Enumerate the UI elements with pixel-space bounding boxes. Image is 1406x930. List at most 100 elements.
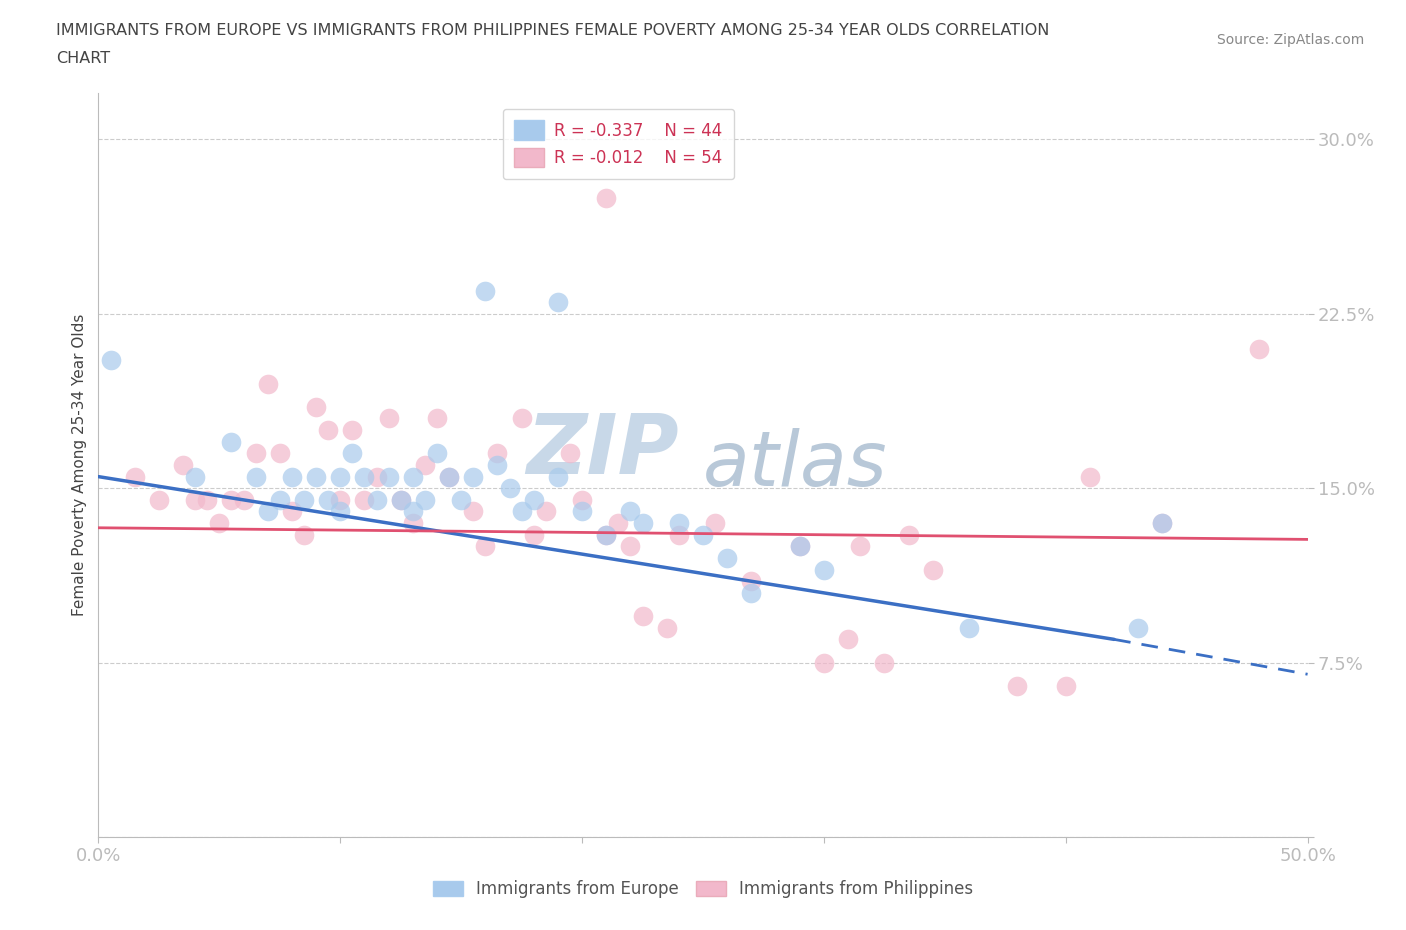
Point	[402, 469, 425, 484]
Point	[437, 469, 460, 484]
Point	[292, 493, 315, 508]
Point	[366, 493, 388, 508]
Point	[316, 493, 339, 508]
Text: CHART: CHART	[56, 51, 110, 66]
Point	[1054, 679, 1077, 694]
Point	[1152, 515, 1174, 530]
Point	[897, 527, 920, 542]
Point	[619, 539, 641, 554]
Point	[486, 458, 509, 472]
Point	[1249, 341, 1271, 356]
Text: ZIP: ZIP	[526, 409, 679, 491]
Point	[389, 493, 412, 508]
Point	[740, 574, 762, 589]
Point	[426, 411, 449, 426]
Point	[245, 445, 267, 460]
Point	[571, 504, 593, 519]
Point	[377, 411, 399, 426]
Text: Source: ZipAtlas.com: Source: ZipAtlas.com	[1216, 33, 1364, 46]
Point	[269, 493, 291, 508]
Point	[1078, 469, 1101, 484]
Point	[377, 469, 399, 484]
Point	[124, 469, 146, 484]
Point	[329, 493, 352, 508]
Point	[342, 445, 364, 460]
Point	[256, 376, 278, 391]
Point	[221, 434, 243, 449]
Point	[256, 504, 278, 519]
Point	[232, 493, 254, 508]
Point	[426, 445, 449, 460]
Point	[740, 586, 762, 601]
Point	[813, 562, 835, 577]
Point	[1128, 620, 1150, 635]
Point	[510, 504, 533, 519]
Point	[631, 515, 654, 530]
Text: atlas: atlas	[703, 428, 887, 502]
Point	[595, 190, 617, 205]
Point	[957, 620, 980, 635]
Point	[668, 527, 690, 542]
Point	[789, 539, 811, 554]
Point	[873, 656, 896, 671]
Point	[510, 411, 533, 426]
Point	[413, 458, 436, 472]
Point	[655, 620, 678, 635]
Point	[342, 422, 364, 438]
Point	[305, 469, 328, 484]
Point	[437, 469, 460, 484]
Point	[329, 504, 352, 519]
Point	[558, 445, 581, 460]
Point	[329, 469, 352, 484]
Point	[221, 493, 243, 508]
Point	[353, 493, 375, 508]
Point	[281, 504, 304, 519]
Point	[789, 539, 811, 554]
Point	[716, 551, 738, 565]
Point	[692, 527, 714, 542]
Point	[631, 609, 654, 624]
Point	[668, 515, 690, 530]
Point	[450, 493, 472, 508]
Point	[148, 493, 170, 508]
Point	[316, 422, 339, 438]
Point	[595, 527, 617, 542]
Point	[195, 493, 218, 508]
Point	[523, 493, 546, 508]
Point	[837, 632, 859, 647]
Point	[595, 527, 617, 542]
Point	[534, 504, 557, 519]
Point	[184, 493, 207, 508]
Point	[1007, 679, 1029, 694]
Point	[849, 539, 872, 554]
Text: IMMIGRANTS FROM EUROPE VS IMMIGRANTS FROM PHILIPPINES FEMALE POVERTY AMONG 25-34: IMMIGRANTS FROM EUROPE VS IMMIGRANTS FRO…	[56, 23, 1050, 38]
Point	[413, 493, 436, 508]
Point	[486, 445, 509, 460]
Point	[353, 469, 375, 484]
Point	[463, 504, 485, 519]
Point	[292, 527, 315, 542]
Point	[402, 504, 425, 519]
Point	[366, 469, 388, 484]
Point	[184, 469, 207, 484]
Point	[704, 515, 727, 530]
Point	[474, 283, 496, 298]
Point	[245, 469, 267, 484]
Point	[389, 493, 412, 508]
Point	[281, 469, 304, 484]
Point	[208, 515, 231, 530]
Point	[547, 469, 569, 484]
Point	[921, 562, 943, 577]
Point	[619, 504, 641, 519]
Point	[474, 539, 496, 554]
Point	[547, 295, 569, 310]
Point	[523, 527, 546, 542]
Point	[498, 481, 520, 496]
Point	[100, 353, 122, 368]
Legend: Immigrants from Europe, Immigrants from Philippines: Immigrants from Europe, Immigrants from …	[426, 873, 980, 905]
Point	[813, 656, 835, 671]
Point	[607, 515, 630, 530]
Point	[1152, 515, 1174, 530]
Point	[269, 445, 291, 460]
Point	[571, 493, 593, 508]
